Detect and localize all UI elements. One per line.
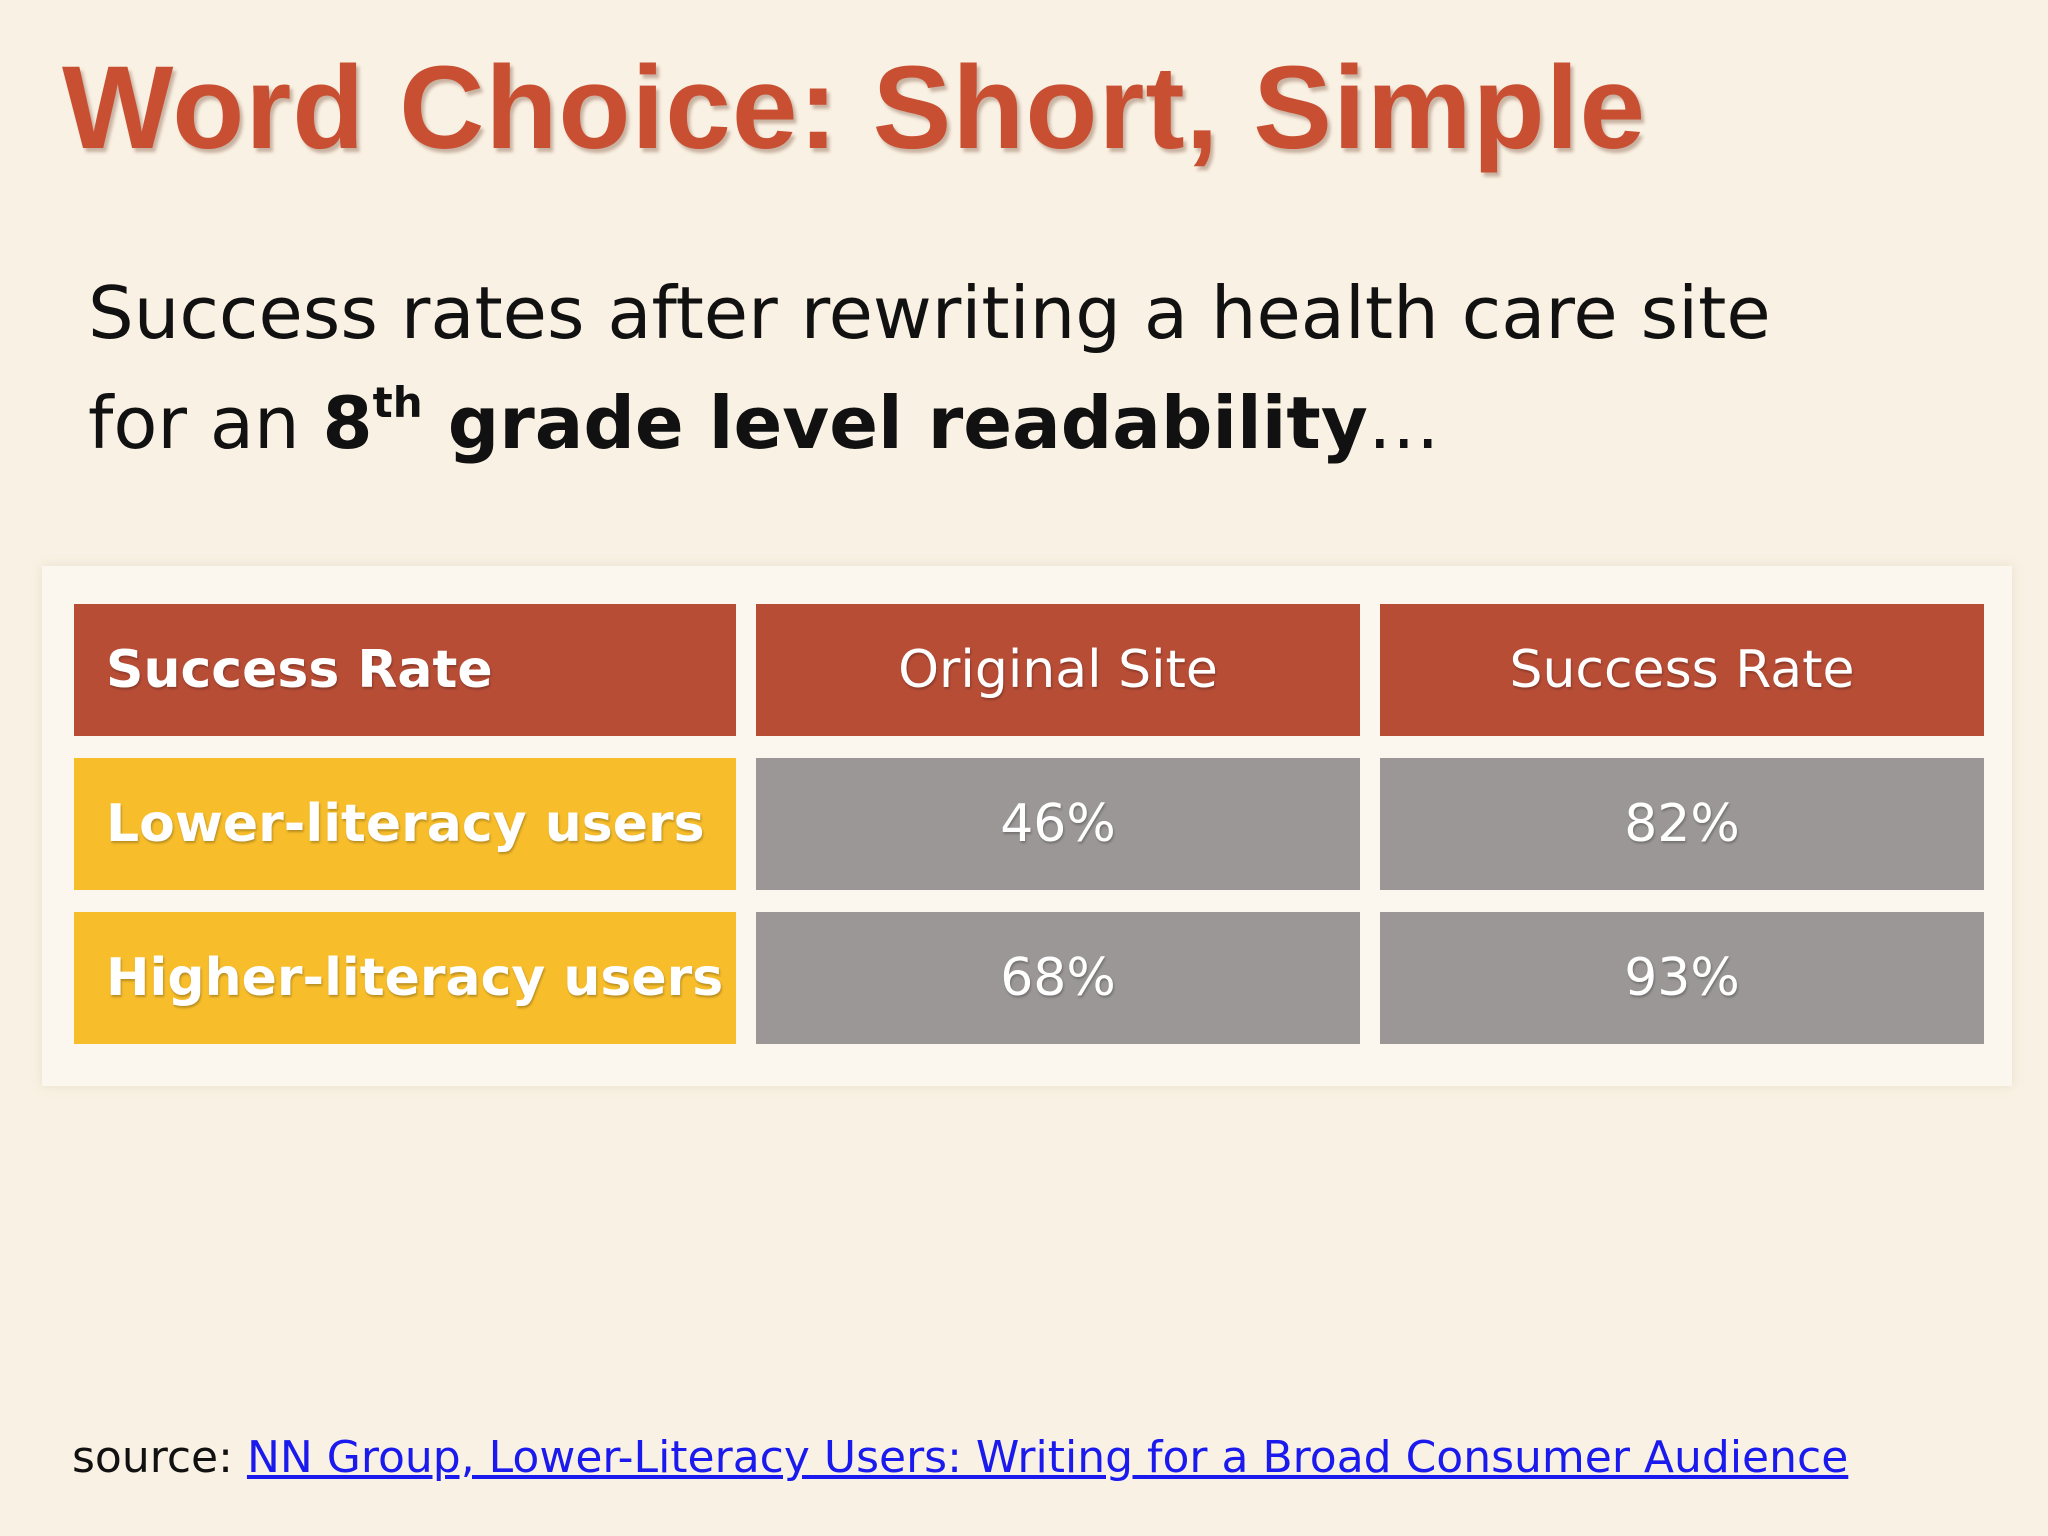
cell-lower-literacy-rewritten: 82% <box>1380 758 1984 890</box>
row-label-higher-literacy: Higher-literacy users <box>74 912 736 1044</box>
grade-ordinal-suffix: th <box>372 378 423 427</box>
source-citation: source: NN Group, Lower-Literacy Users: … <box>72 1428 1848 1488</box>
source-link[interactable]: NN Group, Lower-Literacy Users: Writing … <box>246 1432 1849 1483</box>
grade-number: 8 <box>322 381 373 465</box>
row-label-lower-literacy: Lower-literacy users <box>74 758 736 890</box>
slide-title: Word Choice: Short, Simple <box>62 42 1647 174</box>
subtitle-line-2-prefix: for an <box>88 381 323 465</box>
source-prefix: source: <box>72 1432 247 1483</box>
success-rate-table: Success Rate Original Site Success Rate … <box>42 566 2012 1086</box>
subtitle-line-1: Success rates after rewriting a health c… <box>88 271 1771 355</box>
header-cell-original-site: Original Site <box>756 604 1360 736</box>
slide-subtitle: Success rates after rewriting a health c… <box>88 258 1968 478</box>
cell-lower-literacy-original: 46% <box>756 758 1360 890</box>
header-cell-rewritten-success-rate: Success Rate <box>1380 604 1984 736</box>
header-cell-success-rate: Success Rate <box>74 604 736 736</box>
cell-higher-literacy-original: 68% <box>756 912 1360 1044</box>
cell-higher-literacy-rewritten: 93% <box>1380 912 1984 1044</box>
readability-phrase: grade level readability <box>422 381 1368 465</box>
subtitle-ellipsis: … <box>1367 381 1440 465</box>
